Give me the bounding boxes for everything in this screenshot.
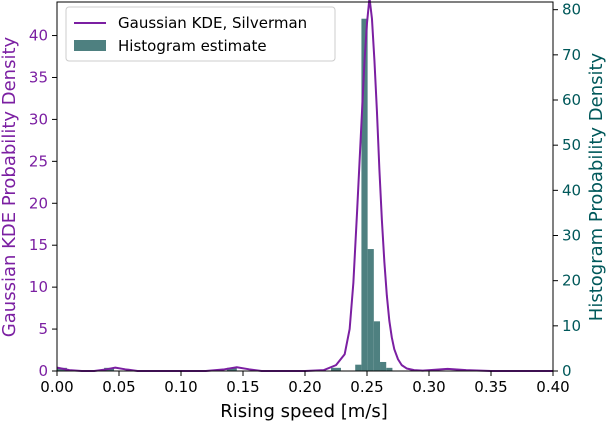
legend-hist-label: Histogram estimate — [118, 37, 267, 55]
y-left-tick-label: 30 — [29, 110, 48, 128]
y-left-tick-label: 0 — [38, 362, 48, 380]
y-right-tick-label: 0 — [562, 362, 572, 380]
x-tick-label: 0.00 — [40, 378, 73, 396]
y-right-tick-label: 70 — [562, 46, 581, 64]
x-tick-label: 0.10 — [164, 378, 197, 396]
y-right-tick-label: 50 — [562, 136, 581, 154]
histogram-bar — [373, 321, 381, 371]
legend-hist-swatch — [74, 40, 106, 51]
legend-kde-label: Gaussian KDE, Silverman — [118, 14, 307, 32]
x-tick-label: 0.30 — [412, 378, 445, 396]
legend: Gaussian KDE, Silverman Histogram estima… — [65, 6, 336, 62]
y-left-tick-label: 20 — [29, 194, 48, 212]
x-tick-label: 0.40 — [536, 378, 569, 396]
histogram-bar — [355, 364, 362, 371]
y-left-tick-label: 25 — [29, 152, 48, 170]
histogram-bar — [367, 249, 374, 371]
y-right-tick-label: 20 — [562, 272, 581, 290]
y-left-tick-label: 10 — [29, 278, 48, 296]
histogram-bar — [380, 361, 387, 371]
x-tick-label: 0.15 — [226, 378, 259, 396]
histogram-bar — [386, 367, 393, 371]
y-axis-right-label: Histogram Probability Density — [586, 52, 607, 321]
y-left-tick-label: 5 — [38, 320, 48, 338]
y-left-tick-label: 40 — [29, 27, 48, 45]
y-left-tick-label: 35 — [29, 68, 48, 86]
histogram-bar — [361, 18, 368, 372]
histogram-bar — [331, 367, 341, 371]
y-left-tick-label: 15 — [29, 236, 48, 254]
y-right-tick-label: 30 — [562, 227, 581, 245]
plot-area: 0.00 0.05 0.10 0.15 0.20 0.25 0.30 0.35 0.400510… — [29, 0, 581, 396]
y-right-tick-label: 60 — [562, 91, 581, 109]
x-axis-label: Rising speed [m/s] — [220, 401, 388, 421]
x-tick-label: 0.25 — [350, 378, 383, 396]
y-right-tick-label: 10 — [562, 317, 581, 335]
histogram-bar — [226, 367, 237, 371]
y-right-tick-label: 40 — [562, 181, 581, 199]
x-tick-label: 0.05 — [102, 378, 135, 396]
y-right-tick-label: 80 — [562, 1, 581, 19]
x-tick-label: 0.20 — [288, 378, 321, 396]
x-tick-label: 0.35 — [474, 378, 507, 396]
y-axis-left-label: Gaussian KDE Probability Density — [0, 36, 20, 337]
legend-box — [65, 6, 336, 62]
